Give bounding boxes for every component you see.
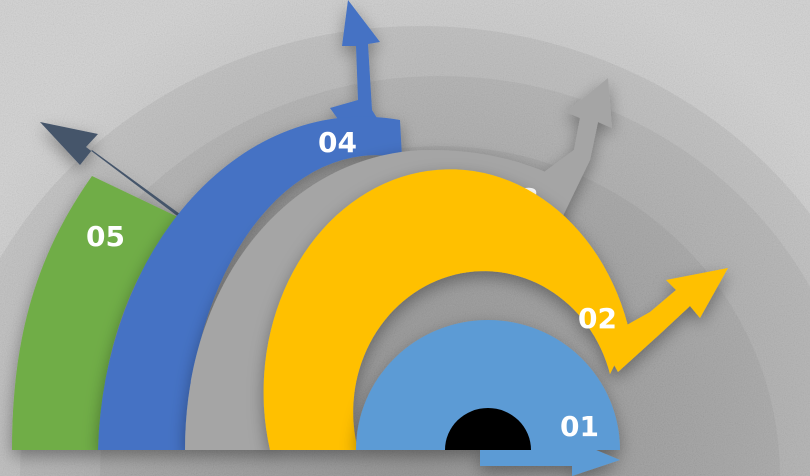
center-hub <box>445 408 531 450</box>
stage-05-label: 05 <box>86 220 125 253</box>
stage-05-ring <box>12 176 180 450</box>
stage-05-arrow <box>40 122 195 225</box>
stage-01: 01 <box>356 320 620 476</box>
stage-04: 04 <box>98 0 402 450</box>
stage-02-arrow <box>600 268 728 372</box>
stage-02-label: 02 <box>578 302 617 335</box>
stage-02: 02 <box>263 169 728 450</box>
stage-01-label: 01 <box>560 410 599 443</box>
stage-04-label: 04 <box>318 126 357 159</box>
stage-02-ring <box>263 169 630 450</box>
stage-05: 05 <box>12 122 195 450</box>
stage-01-ring <box>356 320 620 450</box>
stage-04-ring <box>98 116 402 450</box>
